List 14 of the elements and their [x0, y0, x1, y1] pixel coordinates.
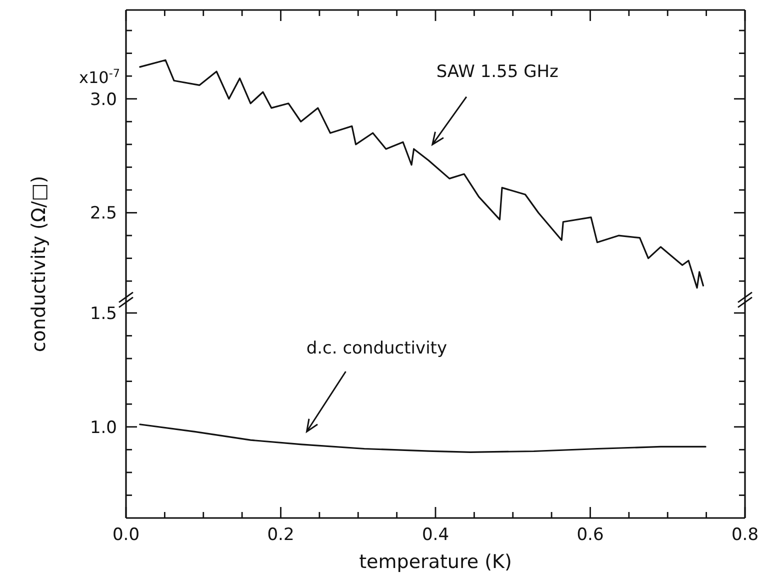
y-tick-label: 3.0 [90, 90, 117, 110]
text: x10$^{-7}$ [79, 66, 120, 87]
x-tick-label: 0.0 [112, 525, 140, 545]
x-tick-label: 0.2 [267, 525, 294, 545]
y-tick-label: 2.5 [90, 204, 117, 224]
y-tick-label: 1.0 [90, 418, 117, 438]
annotation: SAW 1.55 GHz [436, 62, 559, 82]
x-tick-label: 0.8 [731, 525, 759, 545]
x-tick-label: 0.4 [422, 525, 450, 545]
x-axis-title: temperature (K) [359, 551, 512, 573]
y-axis-title: conductivity (Ω/□) [28, 176, 50, 352]
annotation: d.c. conductivity [306, 338, 448, 358]
x-tick-label: 0.6 [576, 525, 604, 545]
y-tick-label: 1.5 [90, 304, 117, 324]
